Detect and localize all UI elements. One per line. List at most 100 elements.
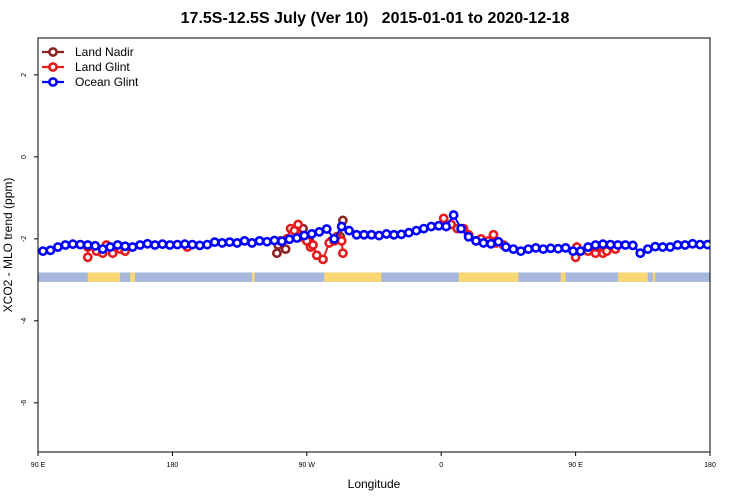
data-point: [318, 254, 328, 265]
data-point: [262, 236, 272, 247]
data-point: [642, 244, 653, 254]
land-mask-segment: [324, 272, 382, 282]
data-point: [545, 243, 556, 254]
data-point: [284, 234, 295, 245]
data-point: [426, 221, 437, 232]
data-point: [590, 240, 601, 250]
data-point: [82, 240, 93, 250]
chart-title: 17.5S-12.5S July (Ver 10) 2015-01-01 to …: [180, 10, 570, 27]
data-point: [254, 236, 265, 246]
legend-marker: [48, 47, 58, 57]
data-point: [523, 244, 534, 254]
y-tick-label: -6: [21, 400, 28, 406]
data-point: [456, 223, 467, 234]
data-point: [60, 240, 71, 250]
legend-marker: [48, 62, 58, 72]
data-point: [438, 213, 449, 224]
data-point: [45, 245, 56, 256]
data-point: [224, 237, 235, 248]
plot-area: [38, 210, 710, 265]
data-point: [583, 242, 593, 252]
data-point: [351, 229, 362, 240]
series-ocean-glint: [38, 210, 710, 259]
land-mask-segment: [560, 272, 566, 282]
data-point: [389, 229, 399, 240]
data-point: [635, 248, 646, 259]
data-point: [374, 230, 384, 241]
data-point: [508, 244, 519, 254]
data-point: [366, 229, 377, 240]
data-point: [135, 240, 145, 250]
x-tick-label: 90 W: [299, 462, 316, 469]
data-point: [53, 242, 63, 252]
data-point: [157, 239, 168, 250]
data-point: [38, 246, 48, 257]
data-point: [560, 242, 571, 253]
data-point: [598, 239, 608, 250]
data-point: [179, 239, 190, 250]
data-point: [344, 225, 355, 236]
y-axis-label: XCO2 - MLO trend (ppm): [1, 178, 15, 313]
data-point: [680, 240, 691, 250]
data-point: [142, 238, 153, 249]
data-point: [277, 236, 287, 247]
data-point: [172, 239, 183, 250]
land-mask-segment: [252, 272, 255, 282]
data-point: [553, 243, 564, 254]
data-point: [280, 244, 291, 254]
data-point: [308, 240, 318, 250]
y-tick-label: -4: [21, 318, 28, 324]
data-point: [165, 240, 175, 250]
legend-label: Land Glint: [75, 60, 130, 74]
data-point: [336, 236, 347, 246]
data-point: [403, 227, 414, 238]
data-point: [272, 248, 282, 259]
x-tick-label: 0: [439, 462, 443, 469]
data-point: [105, 242, 116, 252]
data-point: [486, 238, 496, 249]
x-tick-label: 180: [167, 462, 179, 469]
data-point: [90, 240, 101, 251]
data-point: [291, 233, 302, 243]
data-point: [239, 236, 250, 246]
data-point: [97, 244, 108, 254]
data-point: [337, 248, 348, 259]
x-tick-label: 90 E: [31, 462, 46, 469]
data-point: [568, 246, 579, 257]
legend-marker: [48, 77, 58, 87]
data-point: [665, 242, 676, 252]
data-point: [112, 240, 123, 250]
data-point: [501, 242, 511, 252]
data-point: [627, 240, 638, 251]
data-point: [471, 236, 481, 246]
data-point: [217, 238, 228, 248]
data-point: [702, 239, 710, 250]
data-point: [321, 224, 332, 234]
data-point: [82, 252, 93, 263]
data-point: [463, 231, 474, 242]
data-point: [75, 239, 86, 250]
data-point: [293, 219, 303, 230]
x-axis-label: Longitude: [348, 477, 401, 491]
data-point: [418, 223, 429, 234]
data-point: [314, 226, 325, 237]
y-tick-label: 2: [21, 73, 28, 77]
legend-label: Ocean Glint: [75, 75, 139, 89]
data-point: [299, 230, 310, 241]
data-point: [67, 239, 78, 250]
data-point: [381, 229, 392, 239]
data-point: [672, 240, 683, 250]
data-point: [657, 242, 668, 252]
data-point: [620, 240, 631, 250]
legend-label: Land Nadir: [75, 45, 134, 59]
data-point: [269, 235, 280, 246]
y-tick-label: 0: [21, 155, 28, 159]
data-point: [336, 221, 347, 232]
data-point: [306, 229, 317, 239]
x-tick-label: 90 E: [568, 462, 583, 469]
land-mask-segment: [130, 272, 136, 282]
data-point: [478, 238, 489, 248]
data-point: [209, 237, 220, 248]
